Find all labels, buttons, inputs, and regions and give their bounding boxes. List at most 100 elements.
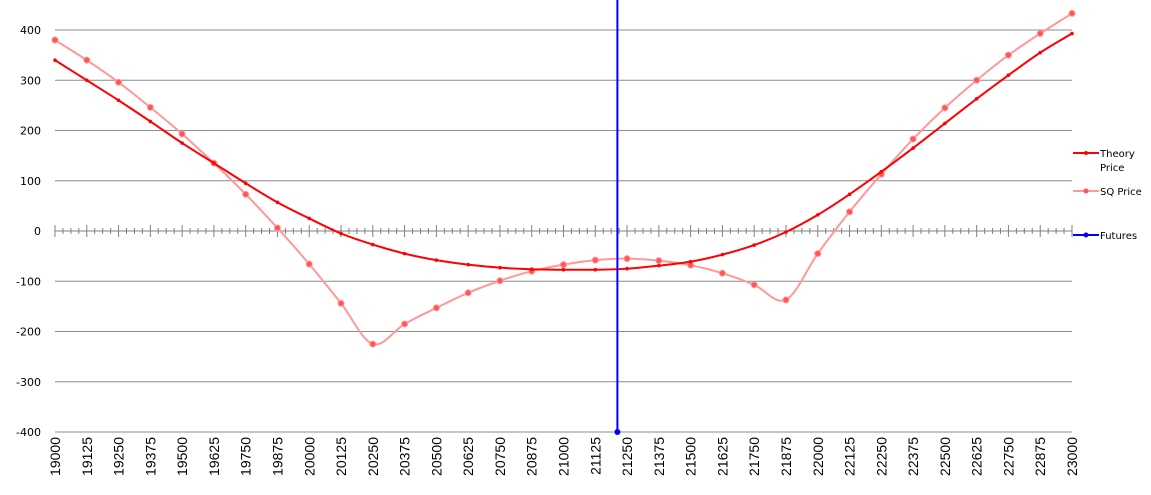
sq-price-point — [846, 208, 854, 216]
theory-price-point — [275, 200, 280, 205]
theory-price-point — [911, 146, 915, 150]
sq-price-point — [51, 36, 59, 44]
sq-price-point — [782, 296, 790, 304]
x-tick-label: 22875 — [1032, 437, 1048, 476]
theory-price-point — [784, 230, 788, 234]
sq-price-point — [973, 76, 981, 84]
theory-price-point — [498, 265, 502, 270]
theory-price-point — [84, 78, 89, 83]
theory-price-point — [339, 231, 343, 236]
x-tick-label: 19000 — [47, 437, 63, 476]
sq-price-point — [273, 224, 281, 232]
y-tick-label: -400 — [16, 426, 41, 439]
x-axis: 19000 19125 19250 19375 19500 19625 19750 19875… — [47, 225, 1080, 476]
sq-price-point — [1036, 30, 1044, 38]
x-tick-label: 22000 — [810, 437, 826, 476]
x-tick-label: 21250 — [619, 437, 635, 476]
x-tick-label: 22375 — [905, 437, 921, 476]
sq-price-point — [242, 190, 250, 198]
sq-price-point — [623, 255, 631, 263]
sq-price-point — [496, 277, 504, 285]
sq-price-point — [146, 103, 154, 111]
futures-point — [614, 429, 621, 435]
x-tick-label: 20375 — [397, 437, 413, 476]
y-tick-label: 200 — [20, 125, 41, 138]
x-tick-label: 19750 — [238, 437, 254, 476]
sq-price-point — [718, 269, 726, 277]
sq-price-point — [655, 257, 663, 265]
sq-price-point — [591, 256, 599, 264]
y-tick-label: 100 — [20, 175, 41, 188]
x-tick-label: 22500 — [937, 437, 953, 476]
y-tick-label: -200 — [16, 326, 41, 339]
x-tick-label: 20500 — [428, 437, 444, 476]
sq-price-point — [941, 104, 949, 112]
theory-price-point — [847, 192, 852, 197]
theory-price-point — [212, 161, 216, 165]
x-tick-label: 19375 — [142, 437, 158, 476]
legend-swatch-futures — [1073, 232, 1099, 238]
theory-price-point — [657, 263, 661, 268]
theory-price-point — [593, 267, 598, 272]
x-tick-label: 20750 — [492, 437, 508, 476]
theory-price-point — [243, 181, 248, 186]
theory-price-point — [752, 243, 756, 247]
theory-price-point — [371, 242, 375, 247]
theory-price-point — [720, 252, 725, 257]
x-tick-label: 19875 — [269, 437, 285, 476]
theory-price-point — [688, 259, 693, 264]
legend-label-futures: Futures — [1100, 231, 1138, 242]
x-tick-label: 20125 — [333, 437, 349, 476]
y-tick-label: -300 — [16, 376, 41, 389]
x-tick-label: 21125 — [587, 437, 603, 475]
x-tick-label: 22750 — [1000, 437, 1016, 476]
sq-price-point — [750, 281, 758, 289]
y-tick-label: 0 — [34, 225, 41, 238]
sq-price-point — [369, 340, 377, 348]
x-tick-label: 19125 — [79, 437, 95, 476]
theory-price-point — [307, 216, 312, 221]
y-tick-label: 300 — [20, 74, 41, 87]
y-tick-label: 400 — [20, 24, 41, 37]
sq-price-point — [1004, 51, 1012, 59]
legend-swatch-theory — [1073, 151, 1099, 155]
sq-price-point — [178, 130, 186, 138]
x-tick-label: 22625 — [969, 437, 985, 476]
legend-label-sq: SQ Price — [1100, 187, 1142, 198]
sq-price-point — [83, 56, 91, 64]
sq-price-point — [305, 260, 313, 268]
theory-price-point — [1070, 31, 1074, 36]
x-tick-label: 20625 — [460, 437, 476, 476]
theory-price-point — [1006, 73, 1011, 78]
theory-price-point — [466, 262, 470, 267]
series-layer — [51, 0, 1076, 435]
x-tick-label: 20875 — [524, 437, 540, 476]
sq-price-point — [464, 289, 472, 297]
theory-price-point — [53, 58, 57, 62]
sq-price-point — [337, 299, 345, 307]
x-tick-label: 20250 — [365, 437, 381, 476]
sq-price-point — [814, 250, 822, 258]
x-tick-label: 19625 — [206, 437, 222, 476]
theory-price-point — [180, 141, 184, 145]
y-tick-label: -100 — [16, 275, 41, 288]
theory-price-point — [815, 213, 820, 217]
sq-price-point — [115, 78, 123, 86]
x-tick-label: 21375 — [651, 437, 667, 476]
x-tick-label: 21500 — [683, 437, 699, 476]
theory-price-point — [625, 266, 629, 271]
x-tick-label: 19250 — [111, 437, 127, 476]
sq-price-point — [401, 320, 409, 328]
sq-price-point — [560, 261, 567, 269]
legend-label-theory: Theory Price — [1100, 149, 1135, 174]
theory-price-point — [879, 169, 884, 174]
sq-price-point — [1068, 9, 1076, 17]
legend-swatch-sq — [1073, 188, 1099, 194]
theory-price-point — [529, 267, 534, 271]
theory-price-point — [974, 97, 979, 101]
x-tick-label: 21625 — [714, 437, 730, 476]
x-tick-label: 21875 — [778, 437, 794, 476]
x-tick-label: 22250 — [873, 437, 889, 476]
x-tick-label: 20000 — [301, 437, 317, 476]
